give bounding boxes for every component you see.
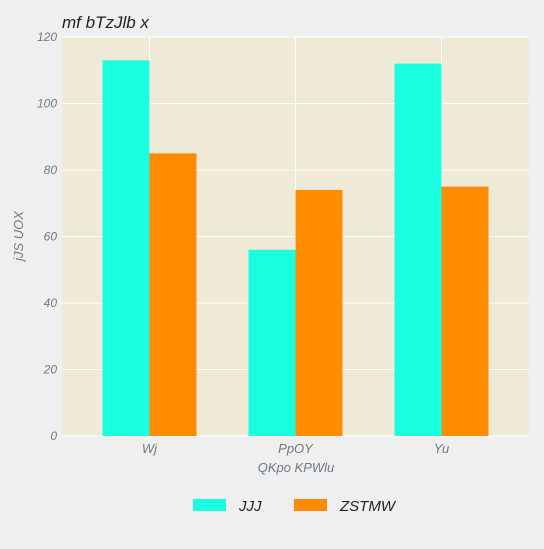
legend-label: JJJ <box>238 498 262 515</box>
x-tick-label: Yu <box>434 441 449 456</box>
y-tick-label: 80 <box>44 163 58 177</box>
y-axis-label: jJS UOX <box>11 210 26 263</box>
legend: JJJ ZSTMW <box>193 498 397 515</box>
y-tick-label: 60 <box>44 230 58 244</box>
bar-jjj-wj <box>102 60 150 437</box>
bar-zstmw-ppoy <box>295 189 343 436</box>
x-tick-label: PpOY <box>278 441 314 456</box>
bar-jjj-ppoy <box>248 249 296 436</box>
bar-jjj-yu <box>394 63 442 436</box>
chart-title: mf bTzJlb x <box>62 13 149 32</box>
y-tick-label: 20 <box>43 363 58 377</box>
legend-swatch <box>294 499 327 511</box>
y-tick-label: 100 <box>37 97 57 111</box>
x-axis-label: QKpo KPWlu <box>258 460 335 475</box>
y-tick-label: 0 <box>50 429 57 443</box>
bar-zstmw-wj <box>149 153 197 436</box>
legend-swatch <box>193 499 226 511</box>
y-tick-labels: 0 20 40 60 80 100 120 <box>37 30 57 443</box>
legend-label: ZSTMW <box>339 498 397 515</box>
y-tick-label: 120 <box>37 30 57 44</box>
x-tick-label: Wj <box>142 441 158 456</box>
x-tick-labels: Wj PpOY Yu <box>142 441 449 456</box>
y-tick-label: 40 <box>44 296 58 310</box>
bar-zstmw-yu <box>441 186 489 436</box>
bars <box>102 60 489 437</box>
